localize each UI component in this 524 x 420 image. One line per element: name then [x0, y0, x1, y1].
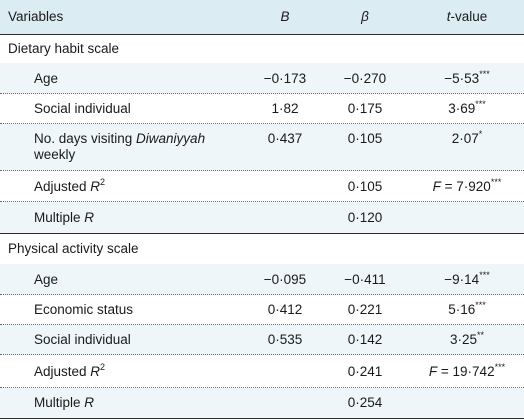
header-beta: β — [361, 9, 369, 24]
row-label: Adjusted R2 — [34, 362, 106, 380]
table-row: Social individual 1·82 0·175 3·69*** — [0, 94, 524, 124]
row-b: 0·437 — [267, 131, 303, 146]
row-label-text: No. days visiting — [34, 131, 137, 146]
table-row: Age −0·095 −0·411 −9·14*** — [0, 264, 524, 295]
row-label-line2: weekly — [34, 147, 76, 162]
row-label-diwaniyyah: Diwaniyyah — [136, 131, 206, 146]
row-label: Multiple R — [34, 395, 94, 411]
significance-stars: * — [478, 128, 483, 139]
table-row: No. days visiting Diwaniyyah weekly 0·43… — [0, 124, 524, 171]
row-b: −0·173 — [263, 71, 307, 86]
row-t-value: −5·53 — [444, 71, 480, 86]
row-beta: 0·175 — [347, 101, 383, 116]
row-t: 2·07* — [412, 128, 522, 147]
row-t: −9·14*** — [412, 269, 522, 288]
row-b: −0·095 — [263, 272, 307, 287]
section-physical-heading: Physical activity scale — [8, 241, 139, 256]
section-physical-heading-row: Physical activity scale — [0, 234, 524, 264]
row-b: 0·535 — [267, 332, 303, 347]
significance-stars: *** — [475, 299, 486, 310]
row-f: F = 19·742*** — [412, 361, 522, 380]
f-symbol: F — [428, 364, 438, 379]
row-label: Social individual — [34, 101, 131, 116]
row-t-value: −9·14 — [444, 272, 480, 287]
row-label-text: Adjusted — [34, 364, 91, 379]
table-row-multiple-r: Multiple R 0·120 — [0, 202, 524, 234]
row-label: Social individual — [34, 332, 131, 347]
significance-stars: *** — [494, 361, 506, 372]
header-variables: Variables — [8, 9, 64, 24]
table-row-adjusted-r2: Adjusted R2 0·241 F = 19·742*** — [0, 355, 524, 388]
significance-stars: ** — [477, 329, 485, 340]
row-beta: 0·221 — [347, 302, 383, 317]
row-t-value: 5·16 — [448, 302, 476, 317]
row-beta: −0·270 — [343, 71, 387, 86]
table-row-adjusted-r2: Adjusted R2 0·105 F = 7·920*** — [0, 171, 524, 202]
table-header-row: Variables B β t-value — [0, 0, 524, 35]
row-label-text: Adjusted — [34, 179, 91, 194]
row-t: 5·16*** — [412, 299, 522, 318]
r-squared-sup: 2 — [100, 362, 106, 372]
row-t-value: 2·07 — [451, 131, 479, 146]
row-t-value: 3·69 — [448, 101, 476, 116]
f-value: = 19·742 — [437, 364, 495, 379]
row-t-value: 3·25 — [449, 332, 477, 347]
table-row: Economic status 0·412 0·221 5·16*** — [0, 295, 524, 325]
row-t: 3·69*** — [412, 98, 522, 117]
significance-stars: *** — [479, 269, 490, 280]
r-symbol: R — [90, 179, 101, 194]
significance-stars: *** — [490, 176, 502, 187]
row-label: Economic status — [34, 302, 134, 317]
f-symbol: F — [432, 179, 441, 194]
row-beta: 0·241 — [347, 364, 383, 379]
row-beta: 0·254 — [347, 395, 383, 410]
row-beta: −0·411 — [344, 272, 386, 287]
header-t-value: t-value — [412, 9, 522, 25]
row-label-text: Multiple — [34, 395, 85, 410]
row-b: 0·412 — [267, 302, 303, 317]
row-f: F = 7·920*** — [412, 176, 522, 195]
row-label-text: Multiple — [34, 210, 85, 225]
header-t-rest: -value — [450, 9, 488, 24]
table-row: Age −0·173 −0·270 −5·53*** — [0, 63, 524, 94]
row-label: Age — [34, 71, 59, 86]
row-label: Multiple R — [34, 210, 94, 226]
row-beta: 0·120 — [347, 210, 383, 225]
f-value: = 7·920 — [440, 179, 491, 194]
significance-stars: *** — [475, 98, 486, 109]
header-b: B — [280, 9, 290, 24]
significance-stars: *** — [479, 68, 490, 79]
r-symbol: R — [90, 364, 101, 379]
header-t-italic: t — [446, 9, 451, 24]
row-label: Age — [34, 272, 59, 287]
row-b: 1·82 — [271, 101, 299, 116]
row-beta: 0·105 — [347, 131, 383, 146]
r-symbol: R — [84, 210, 95, 225]
table-row-multiple-r: Multiple R 0·254 — [0, 388, 524, 419]
row-label: Adjusted R2 — [34, 177, 106, 195]
row-beta: 0·105 — [347, 179, 383, 194]
row-t: 3·25** — [412, 329, 522, 348]
row-t: −5·53*** — [412, 68, 522, 87]
row-label: No. days visiting Diwaniyyah — [34, 131, 205, 147]
r-symbol: R — [84, 395, 95, 410]
table-row: Social individual 0·535 0·142 3·25** — [0, 325, 524, 355]
section-dietary-heading: Dietary habit scale — [8, 41, 120, 56]
r-squared-sup: 2 — [100, 177, 106, 187]
row-beta: 0·142 — [347, 332, 383, 347]
section-dietary-heading-row: Dietary habit scale — [0, 35, 524, 63]
